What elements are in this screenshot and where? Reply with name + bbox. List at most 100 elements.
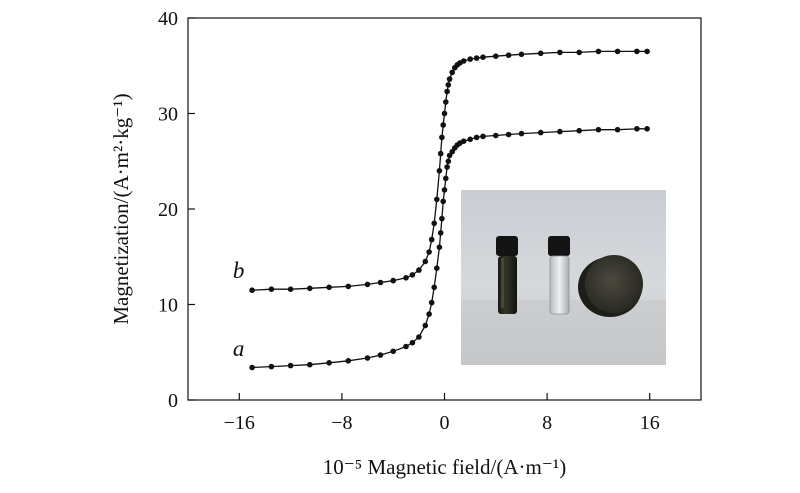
data-point-b [434,196,440,203]
data-point-a [249,364,255,371]
data-point-b [460,58,467,64]
data-point-a [437,230,444,236]
axis-titles: 10⁻⁵ Magnetic field/(A·m⁻¹) Magnetizatio… [109,93,566,479]
data-point-a [436,244,443,250]
series-label-a: a [233,336,245,361]
data-point-b [390,277,397,284]
magnetic-disc [578,255,643,317]
data-point-b [403,275,409,281]
data-point-a [409,339,416,346]
data-point-a [390,348,397,355]
data-point-b [268,286,275,293]
data-point-b [426,249,432,255]
data-point-a [441,187,448,193]
data-point-a [307,361,313,368]
series-a [249,126,650,371]
y-tick-label: 10 [158,295,178,317]
data-point-a [557,128,563,135]
data-point-b [518,51,525,58]
series-label-b: b [233,258,245,283]
inset-photo [461,190,666,365]
data-point-a [268,363,275,370]
data-point-b [377,279,384,286]
data-point-a [443,175,449,182]
y-tick-label: 20 [158,199,178,221]
plot-frame [187,17,702,401]
data-point-a [634,126,640,132]
data-point-b [326,284,332,291]
data-point-a [644,126,650,132]
dark-vial [496,236,518,314]
data-point-a [345,358,352,364]
data-point-b [557,49,563,56]
data-point-b [431,220,438,227]
data-point-a [431,284,438,291]
data-point-b [428,236,435,243]
data-point-b [287,286,294,293]
data-point-b [249,287,255,294]
data-point-a [576,127,582,134]
data-point-b [307,285,313,292]
data-point-b [493,53,499,59]
data-point-a [537,129,544,136]
data-point-b [441,110,448,117]
data-point-b [480,54,486,60]
x-tick-label: −8 [331,412,352,434]
x-tick-label: 8 [542,412,552,434]
data-point-a [473,134,480,141]
data-point-a [439,215,445,222]
data-point-a [595,126,602,133]
data-point-a [460,138,467,144]
y-axis-title: Magnetization/(A·m²·kg⁻¹) [109,93,133,324]
data-point-b [443,99,449,105]
data-point-b [634,48,640,55]
data-point-a [326,360,332,366]
data-point-a [445,158,452,165]
series-layer [249,48,650,371]
data-point-b [614,48,621,55]
data-point-a [434,265,440,272]
data-point-a [444,164,450,170]
data-point-b [409,272,416,278]
data-point-b [345,283,352,290]
series-labels: a b [233,258,245,361]
clear-vial [548,236,570,315]
data-point-a [426,311,432,317]
series-b [249,48,650,294]
data-point-a [493,132,499,139]
data-point-b [449,69,456,76]
data-point-b [467,56,474,62]
data-point-b [446,76,453,82]
data-point-a [416,334,422,340]
data-point-b [537,50,544,57]
data-point-b [439,134,445,141]
data-point-b [416,267,422,273]
data-point-a [287,362,294,369]
x-tick-label: 0 [440,412,450,434]
data-point-a [403,343,409,350]
y-tick-label: 40 [158,8,178,30]
data-point-a [518,130,525,137]
data-point-a [440,198,447,205]
data-point-a [505,131,512,138]
data-point-b [444,88,450,95]
data-point-a [480,133,486,140]
y-tick-label: 30 [158,104,178,126]
data-point-b [364,281,371,288]
data-point-b [436,168,443,174]
data-point-b [437,150,444,157]
data-point-a [422,322,429,329]
data-point-b [440,122,447,128]
data-point-b [473,55,480,61]
x-axis-title: 10⁻⁵ Magnetic field/(A·m⁻¹) [323,455,566,479]
data-point-b [505,52,512,58]
y-tick-label: 0 [168,390,178,412]
x-tick-label: 16 [640,412,660,434]
data-point-a [467,136,474,143]
data-point-a [364,355,371,361]
data-point-b [422,258,429,265]
data-point-a [428,299,435,306]
y-axis-ticks: 0 10 20 30 40 [158,8,195,412]
data-point-b [644,48,650,55]
